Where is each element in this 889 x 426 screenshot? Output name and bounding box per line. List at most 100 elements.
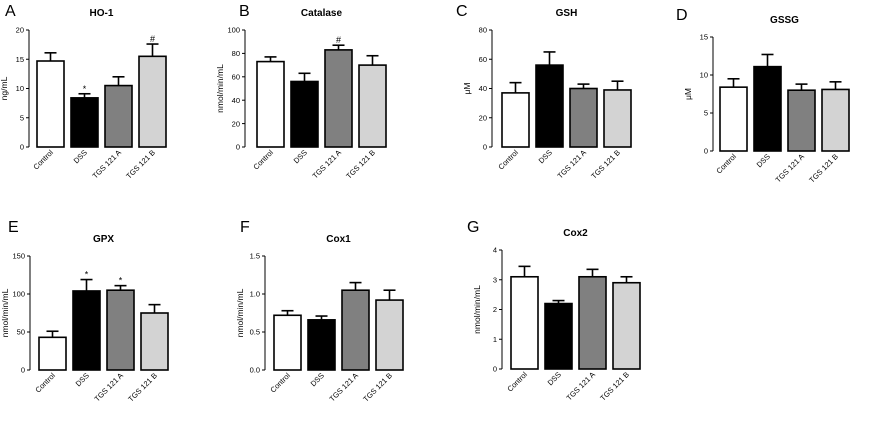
y-tick-label: 10 [700, 71, 708, 80]
chart-panel-a: A HO-1 ng/mL 0 5 10 15 20 Control * DSS TGS 121 A # T… [0, 3, 167, 181]
category-label: DSS [537, 148, 554, 165]
category-label: DSS [72, 148, 89, 165]
y-tick-label: 0 [493, 365, 497, 374]
category-label: Control [33, 371, 57, 395]
bar [821, 88, 850, 152]
bar [569, 87, 598, 148]
significance-mark: # [150, 34, 155, 44]
chart-panel-g: G Cox2 nmol/min/mL 0 1 2 3 4 Control DSS TGS 121 A… [467, 219, 641, 403]
bar [72, 290, 101, 371]
y-tick-label: 150 [12, 252, 25, 261]
bar [70, 97, 99, 148]
panel-letter: A [5, 3, 16, 20]
bar [375, 299, 404, 371]
category-label: TGS 121 A [328, 371, 360, 403]
y-tick-label: 0 [704, 147, 708, 156]
significance-mark: * [85, 270, 89, 280]
y-tick-label: 40 [479, 84, 487, 93]
chart-title: GPX [93, 234, 114, 245]
category-label: Control [714, 152, 738, 176]
category-label: TGS 121 A [91, 148, 123, 180]
chart-title: Cox1 [326, 234, 351, 245]
y-tick-label: 0 [483, 143, 487, 152]
bar [535, 64, 564, 148]
bar [104, 84, 133, 148]
category-label: TGS 121 A [774, 152, 806, 184]
y-tick-label: 0.0 [250, 366, 260, 375]
y-tick-label: 20 [479, 113, 487, 122]
panel-letter: B [239, 3, 250, 20]
y-tick-label: 0 [21, 366, 25, 375]
y-axis-label: nmol/min/mL [0, 288, 10, 337]
bar [138, 55, 167, 148]
y-tick-label: 15 [700, 33, 708, 42]
y-tick-label: 100 [12, 290, 25, 299]
bar [719, 86, 748, 152]
chart-title: GSSG [770, 15, 799, 26]
category-label: TGS 121 B [807, 152, 840, 185]
bar [324, 49, 353, 148]
panel-letter: C [456, 3, 468, 20]
y-axis-label: μM [462, 83, 472, 95]
y-axis-label: nmol/min/mL [235, 288, 245, 337]
bar [501, 92, 530, 148]
bar [578, 275, 607, 370]
y-axis-label: nmol/min/mL [215, 64, 225, 113]
y-tick-label: 60 [232, 73, 240, 82]
bar [290, 80, 319, 148]
y-tick-label: 0 [20, 143, 24, 152]
bar [38, 336, 67, 371]
category-label: Control [496, 148, 520, 172]
category-label: DSS [74, 371, 91, 388]
category-label: DSS [309, 371, 326, 388]
category-label: DSS [755, 152, 772, 169]
y-tick-label: 15 [16, 55, 24, 64]
bar [544, 302, 573, 370]
chart-panel-c: C GSH μM 0 20 40 60 80 Control DSS TGS 121 A TGS 12… [456, 3, 632, 181]
y-tick-label: 5 [20, 113, 24, 122]
chart-panel-d: D GSSG μM 0 5 10 15 Control DSS TGS 121 A TGS 121 … [676, 7, 850, 185]
significance-mark: # [336, 35, 341, 45]
chart-title: Catalase [301, 8, 343, 19]
y-tick-label: 60 [479, 55, 487, 64]
category-label: TGS 121 B [124, 148, 157, 181]
category-label: TGS 121 B [361, 371, 394, 404]
panel-letter: G [467, 219, 479, 236]
category-label: TGS 121 A [311, 148, 343, 180]
bar [753, 65, 782, 152]
y-tick-label: 4 [493, 246, 497, 255]
category-label: Control [251, 148, 275, 172]
category-label: Control [268, 371, 292, 395]
significance-mark: * [119, 276, 123, 286]
y-tick-label: 1.5 [250, 252, 260, 261]
significance-mark: * [83, 84, 87, 94]
bar [273, 314, 302, 371]
panel-letter: E [8, 219, 19, 236]
y-tick-label: 3 [493, 275, 497, 284]
y-tick-label: 20 [16, 26, 24, 35]
chart-title: HO-1 [90, 8, 114, 19]
bar [36, 60, 65, 148]
category-label: TGS 121 B [344, 148, 377, 181]
y-tick-label: 0.5 [250, 328, 260, 337]
y-tick-label: 80 [232, 49, 240, 58]
bar [603, 89, 632, 148]
category-label: DSS [292, 148, 309, 165]
y-tick-label: 2 [493, 305, 497, 314]
category-label: Control [31, 148, 55, 172]
y-tick-label: 1 [493, 335, 497, 344]
panel-letter: F [240, 219, 250, 236]
category-label: TGS 121 A [93, 371, 125, 403]
y-tick-label: 40 [232, 96, 240, 105]
y-tick-label: 20 [232, 119, 240, 128]
category-label: TGS 121 A [565, 370, 597, 402]
category-label: TGS 121 B [589, 148, 622, 181]
bar [341, 289, 370, 371]
bar [358, 64, 387, 148]
y-tick-label: 5 [704, 109, 708, 118]
y-axis-label: nmol/min/mL [472, 285, 482, 334]
category-label: TGS 121 A [556, 148, 588, 180]
y-tick-label: 50 [17, 328, 25, 337]
